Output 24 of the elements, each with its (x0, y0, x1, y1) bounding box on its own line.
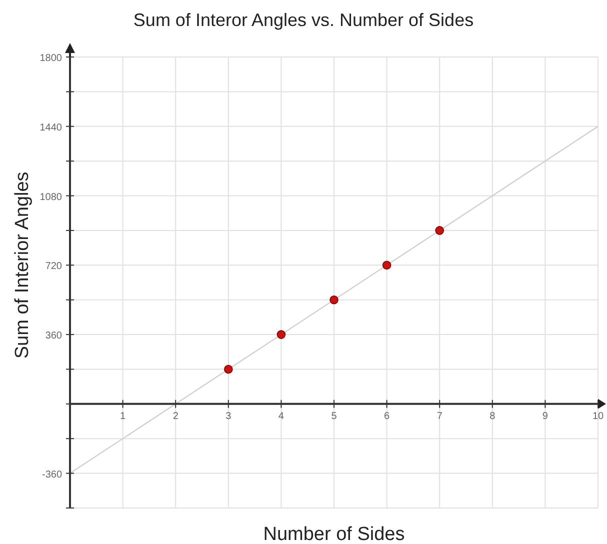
x-tick-label: 4 (278, 410, 284, 422)
x-tick-label: 3 (226, 410, 232, 422)
x-tick-label: 7 (436, 410, 443, 422)
y-axis-title: Sum of Interior Angles (12, 172, 33, 359)
x-tick-label: 6 (384, 410, 390, 422)
x-tick-label: 2 (172, 410, 179, 422)
point (435, 226, 444, 235)
point (382, 260, 392, 270)
point (276, 330, 286, 339)
y-tick-label: 720 (45, 261, 62, 272)
y-tick-label: 1440 (40, 122, 62, 134)
x-tick-label: 8 (490, 410, 496, 422)
point (330, 295, 338, 304)
x-axis-title: Number of Sides (263, 524, 405, 544)
chart-title: Sum of Interor Angles vs. Number of Sides (133, 10, 474, 30)
x-tick-label: 9 (542, 410, 548, 422)
y-tick-label: 360 (45, 330, 62, 342)
y-tick-label: 1800 (40, 53, 62, 64)
y-tick-label: 1080 (40, 192, 62, 203)
x-tick-label: 10 (592, 410, 604, 422)
point (224, 364, 233, 374)
x-tick-label: 5 (331, 410, 338, 422)
y-tick-label: -360 (42, 469, 62, 480)
x-tick-label: 1 (120, 410, 126, 422)
